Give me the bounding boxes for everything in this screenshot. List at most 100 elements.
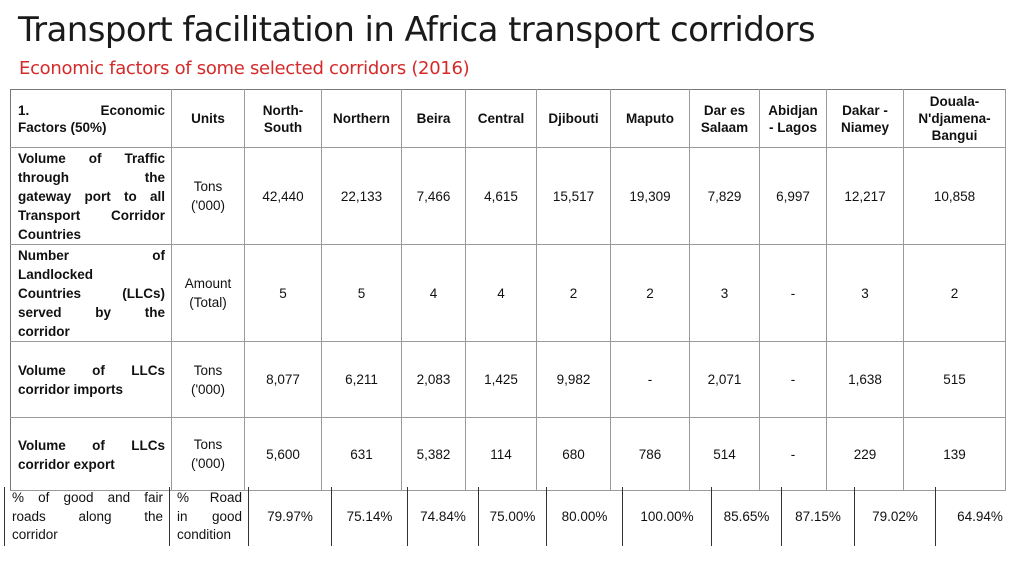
header-corridor: Central: [465, 89, 537, 148]
row-unit-line: Tons: [193, 362, 223, 378]
table-cell: 22,133: [321, 147, 402, 245]
header-corridor: Beira: [401, 89, 466, 148]
header-corridor-line: Northern: [333, 111, 390, 126]
table-cell: -: [610, 341, 690, 418]
table-cell: 42,440: [244, 147, 322, 245]
header-corridor-line: South: [263, 119, 303, 135]
row-label: Volume of Traffic through the gateway port…: [10, 147, 172, 245]
row-unit-line: Amount: [184, 276, 232, 291]
table-cell: 3: [689, 244, 760, 342]
header-corridor-line: Bangui: [931, 128, 978, 143]
extra-row-cell: 85.65%: [711, 487, 782, 546]
table-cell: -: [759, 341, 827, 418]
table-cell: -: [759, 244, 827, 342]
row-label: Volume of LLCs corridor imports: [10, 341, 172, 418]
header-corridor-line: Djibouti: [548, 111, 599, 126]
table-cell: 786: [610, 417, 690, 491]
row-unit-line: ('000): [190, 381, 226, 397]
extra-row-label-line: corridor: [12, 527, 58, 542]
table-cell: 515: [903, 341, 1006, 418]
row-unit: Amount (Total): [171, 244, 245, 342]
table-row: Volume of LLCs corridor imports Tons ('000)…: [10, 341, 1006, 418]
table-cell: 7,466: [401, 147, 466, 245]
table-row: Volume of LLCs corridor export Tons ('000) 5…: [10, 417, 1006, 491]
table-cell: 19,309: [610, 147, 690, 245]
extra-row-unit: % Road in good condition: [169, 487, 249, 546]
row-unit-line: ('000): [190, 198, 226, 213]
table-cell: 15,517: [536, 147, 611, 245]
extra-row-cell: 79.97%: [248, 487, 332, 546]
table-cell: 1,425: [465, 341, 537, 418]
row-unit-line: ('000): [190, 456, 226, 471]
table-cell: 4: [465, 244, 537, 342]
row-label-line: corridor: [18, 324, 70, 339]
extra-row-unit-line: in good: [177, 508, 242, 524]
header-corridor-line: Dakar -: [842, 102, 888, 118]
header-corridor-line: Beira: [416, 111, 451, 126]
row-label-line: Volume of LLCs: [18, 437, 165, 453]
header-corridor: Maputo: [610, 89, 690, 148]
table-row: Number of Landlocked Countries (LLCs) serve…: [10, 244, 1006, 342]
table-cell: 631: [321, 417, 402, 491]
slide-subtitle: Economic factors of some selected corrid…: [19, 58, 470, 79]
row-label-line: Countries (LLCs): [18, 286, 165, 301]
extra-row-cell: 64.94%: [935, 487, 1024, 546]
table-cell: 7,829: [689, 147, 760, 245]
row-unit-line: Tons: [193, 179, 223, 194]
table-cell: 114: [465, 417, 537, 491]
table-cell: 9,982: [536, 341, 611, 418]
extra-row-label: % of good and fair roads along the corrido…: [4, 487, 170, 546]
table-cell: -: [759, 417, 827, 491]
row-unit: Tons ('000): [171, 417, 245, 491]
row-label-line: corridor imports: [18, 382, 124, 397]
extra-row-unit-line: condition: [177, 527, 232, 542]
table-cell: 514: [689, 417, 760, 491]
row-label-line: served by the: [18, 305, 165, 320]
header-corridor: North- South: [244, 89, 322, 148]
header-corridor-line: Central: [477, 111, 525, 126]
row-label: Volume of LLCs corridor export: [10, 417, 172, 491]
header-corridor-line: North-: [262, 102, 304, 118]
table-cell: 5,382: [401, 417, 466, 491]
table-cell: 2,071: [689, 341, 760, 418]
extra-row-label-line: roads along the: [12, 508, 163, 524]
header-corridor-line: Niamey: [840, 119, 890, 135]
table-cell: 5: [321, 244, 402, 342]
header-corridor: Dakar - Niamey: [826, 89, 904, 148]
row-label-line: through the: [18, 170, 165, 185]
header-corridor-line: N'djamena-: [918, 111, 991, 126]
extra-row-cell: 74.84%: [407, 487, 479, 546]
row-label: Number of Landlocked Countries (LLCs) serve…: [10, 244, 172, 342]
table-cell: 5: [244, 244, 322, 342]
table-cell: 1,638: [826, 341, 904, 418]
table-cell: 2: [610, 244, 690, 342]
row-unit: Tons ('000): [171, 147, 245, 245]
table-cell: 2,083: [401, 341, 466, 418]
header-units: Units: [171, 89, 245, 148]
header-economic-factors: 1. Economic Factors (50%): [10, 89, 172, 148]
row-unit: Tons ('000): [171, 341, 245, 418]
table-cell: 139: [903, 417, 1006, 491]
table-cell: 8,077: [244, 341, 322, 418]
header-corridor-line: Maputo: [626, 111, 674, 126]
header-corridor-line: Abidjan: [768, 102, 818, 118]
row-label-line: Volume of Traffic: [18, 151, 165, 166]
row-unit-line: (Total): [189, 295, 227, 310]
header-corridor-line: - Lagos: [768, 119, 817, 135]
road-condition-row: % of good and fair roads along the corrido…: [4, 487, 1024, 546]
extra-row-cell: 80.00%: [546, 487, 623, 546]
table-header-row: 1. Economic Factors (50%) Units North- So…: [10, 89, 1006, 148]
header-corridor-line: Dar es: [703, 102, 746, 118]
row-label-line: Number of: [18, 248, 165, 263]
extra-row-cell: 79.02%: [854, 487, 936, 546]
table-cell: 12,217: [826, 147, 904, 245]
extra-row-cell: 87.15%: [781, 487, 855, 546]
table-cell: 229: [826, 417, 904, 491]
header-corridor: Northern: [321, 89, 402, 148]
slide-title: Transport facilitation in Africa transpo…: [18, 10, 816, 50]
extra-row-cell: 100.00%: [622, 487, 712, 546]
header-corridor-line: Salaam: [700, 119, 749, 135]
row-label-line: Countries: [18, 227, 82, 242]
header-corridor: Djibouti: [536, 89, 611, 148]
header-corridor: Abidjan - Lagos: [759, 89, 827, 148]
